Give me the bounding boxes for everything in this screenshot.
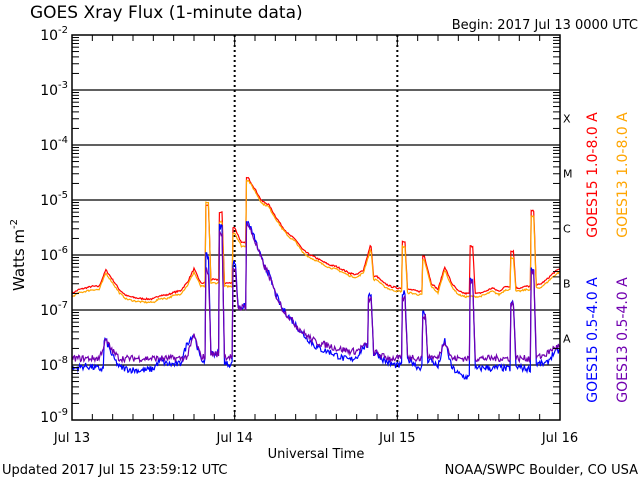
- y-tick-base: 10: [40, 410, 58, 426]
- svg-text:Watts m-2: Watts m-2: [9, 219, 28, 291]
- y-tick-label: 10-6: [40, 245, 68, 264]
- y-tick-label: 10-2: [40, 25, 68, 44]
- footer-updated: Updated 2017 Jul 15 23:59:12 UTC: [2, 463, 227, 478]
- series-line-3: [71, 220, 561, 380]
- legend-entry-2: GOES13 1.0-8.0 A: [615, 112, 631, 238]
- y-tick-base: 10: [40, 83, 58, 99]
- y-tick-exponent: -7: [58, 300, 68, 311]
- legend-entry-4: GOES13 0.5-4.0 A: [615, 277, 631, 403]
- y-tick-base: 10: [40, 303, 58, 319]
- y-tick-base: 10: [40, 28, 58, 44]
- y-tick-label: 10-9: [40, 407, 68, 426]
- y-tick-exponent: -9: [58, 407, 68, 418]
- y-tick-base: 10: [40, 193, 58, 209]
- legend: GOES15 1.0-8.0 A GOES13 1.0-8.0 A GOES15 0…: [585, 112, 631, 403]
- y-tick-label: 10-8: [40, 355, 68, 374]
- y-tick-exponent: -6: [58, 245, 68, 256]
- flare-class-label: C: [563, 223, 571, 236]
- x-tick-label: Jul 16: [541, 431, 578, 446]
- series-line-4: [71, 221, 561, 364]
- x-axis-label: Universal Time: [268, 447, 365, 462]
- grid: [72, 35, 560, 420]
- flare-class-label: A: [563, 333, 571, 346]
- y-tick-label: 10-4: [40, 135, 68, 154]
- x-tick-label: Jul 14: [215, 431, 252, 446]
- series-group: [71, 176, 561, 380]
- y-axis-label-exponent: -2: [9, 219, 20, 229]
- y-tick-exponent: -8: [58, 355, 68, 366]
- y-tick-label: 10-5: [40, 190, 68, 209]
- series-line-2: [71, 179, 561, 304]
- plot-frame: [71, 34, 561, 421]
- y-tick-exponent: -5: [58, 190, 68, 201]
- y-tick-base: 10: [40, 138, 58, 154]
- y-axis-label-text: Watts m: [10, 229, 28, 291]
- x-tick-label: Jul 15: [378, 431, 415, 446]
- x-tick-label: Jul 13: [53, 431, 90, 446]
- y-tick-base: 10: [40, 248, 58, 264]
- y-tick-exponent: -2: [58, 25, 68, 36]
- y-tick-exponent: -4: [58, 135, 68, 146]
- y-axis-label: Watts m-2: [9, 219, 28, 291]
- y-tick-exponent: -3: [58, 80, 68, 91]
- legend-entry-3: GOES15 0.5-4.0 A: [585, 277, 601, 403]
- flare-class-label: M: [563, 168, 573, 181]
- flare-class-label: X: [563, 113, 571, 126]
- footer-source: NOAA/SWPC Boulder, CO USA: [445, 463, 638, 478]
- y-tick-base: 10: [40, 358, 58, 374]
- legend-entry-1: GOES15 1.0-8.0 A: [585, 112, 601, 238]
- chart-title: GOES Xray Flux (1-minute data): [30, 3, 303, 23]
- y-tick-label: 10-3: [40, 80, 68, 99]
- begin-label: Begin: 2017 Jul 13 0000 UTC: [452, 18, 638, 33]
- y-tick-label: 10-7: [40, 300, 68, 319]
- flare-class-label: B: [563, 278, 571, 291]
- series-line-1: [71, 176, 561, 301]
